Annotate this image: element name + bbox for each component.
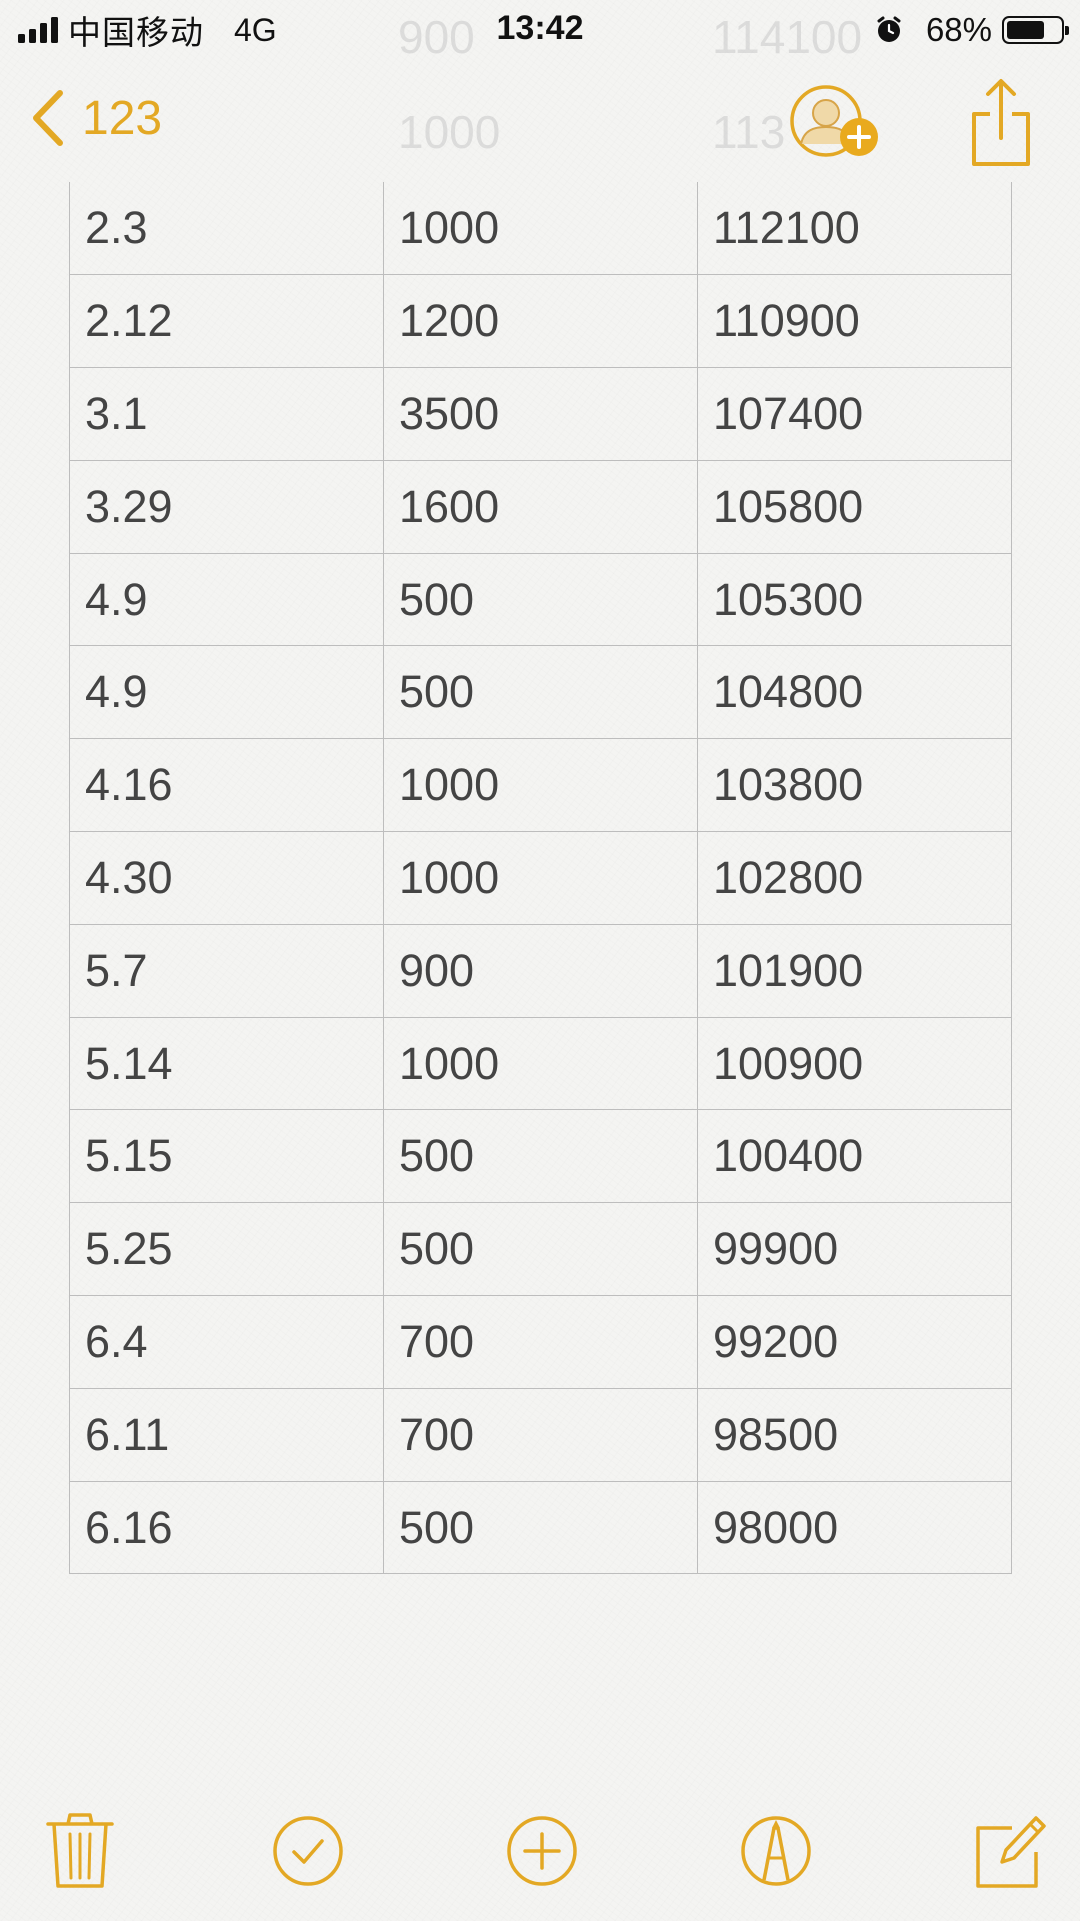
table-cell[interactable]: 3500 xyxy=(383,367,698,461)
alarm-icon xyxy=(877,16,901,42)
table-row: 5.7 900 101900 xyxy=(69,923,1012,1018)
note-table: 2.3 1000 112100 2.12 1200 110900 3.1 3500 107400… xyxy=(69,182,1012,1575)
status-bar: 中国移动 4G 13:42 68% xyxy=(0,0,1080,58)
table-cell[interactable]: 105800 xyxy=(697,459,1012,554)
battery-percent: 68% xyxy=(925,11,992,48)
table-cell[interactable]: 100900 xyxy=(697,1016,1012,1111)
status-left: 中国移动 4G xyxy=(18,8,277,52)
table-cell[interactable]: 2.12 xyxy=(69,274,384,369)
table-row: 4.30 1000 102800 xyxy=(69,831,1012,925)
table-cell[interactable]: 5.7 xyxy=(69,923,384,1018)
ghost-cell: 114100 xyxy=(712,11,863,63)
bottom-toolbar xyxy=(0,1810,1080,1900)
table-row: 2.12 1200 110900 xyxy=(69,274,1012,369)
ghost-cell: 113 xyxy=(712,106,786,158)
table-cell[interactable]: 700 xyxy=(383,1387,698,1482)
table-cell[interactable]: 500 xyxy=(383,1202,698,1297)
table-cell[interactable]: 1200 xyxy=(383,274,698,369)
table-cell[interactable]: 102800 xyxy=(697,831,1012,925)
table-cell[interactable]: 98000 xyxy=(697,1480,1012,1575)
table-cell[interactable]: 3.29 xyxy=(69,459,384,554)
status-time: 13:42 xyxy=(496,9,584,47)
network-label: 4G xyxy=(234,11,277,48)
add-person-icon[interactable] xyxy=(788,82,884,168)
table-row: 6.4 700 99200 xyxy=(69,1295,1012,1389)
table-cell[interactable]: 1600 xyxy=(383,459,698,554)
battery-icon xyxy=(1002,16,1069,44)
ghost-cell: 1000 xyxy=(398,106,501,158)
table-cell[interactable]: 6.4 xyxy=(69,1295,384,1389)
table-cell[interactable]: 6.11 xyxy=(69,1387,384,1482)
table-row: 5.25 500 99900 xyxy=(69,1202,1012,1297)
table-cell[interactable]: 500 xyxy=(383,1480,698,1575)
table-cell[interactable]: 4.9 xyxy=(69,552,384,647)
signal-icon xyxy=(18,17,58,43)
table-cell[interactable]: 500 xyxy=(383,552,698,647)
table-cell[interactable]: 700 xyxy=(383,1295,698,1389)
table-cell[interactable]: 100400 xyxy=(697,1109,1012,1204)
table-cell[interactable]: 1000 xyxy=(383,182,698,276)
table-cell[interactable]: 500 xyxy=(383,645,698,740)
checklist-icon[interactable] xyxy=(270,1810,346,1890)
table-row: 2.3 1000 112100 xyxy=(69,182,1012,276)
table-row: 6.11 700 98500 xyxy=(69,1387,1012,1482)
table-cell[interactable]: 5.14 xyxy=(69,1016,384,1111)
table-cell[interactable]: 500 xyxy=(383,1109,698,1204)
ghost-cell: 900 xyxy=(398,11,475,63)
table-cell[interactable]: 98500 xyxy=(697,1387,1012,1482)
table-cell[interactable]: 103800 xyxy=(697,738,1012,833)
back-label: 123 xyxy=(82,91,163,145)
table-cell[interactable]: 4.16 xyxy=(69,738,384,833)
table-cell[interactable]: 1000 xyxy=(383,738,698,833)
table-cell[interactable]: 2.3 xyxy=(69,182,384,276)
navigation-bar: 123 xyxy=(0,58,1080,182)
table-row: 6.16 500 98000 xyxy=(69,1480,1012,1575)
table-cell[interactable]: 3.1 xyxy=(69,367,384,461)
table-row: 5.14 1000 100900 xyxy=(69,1016,1012,1111)
share-icon[interactable] xyxy=(970,76,1032,168)
table-cell[interactable]: 112100 xyxy=(697,182,1012,276)
carrier-label: 中国移动 xyxy=(68,14,204,51)
status-right: 68% xyxy=(874,8,1069,52)
compose-icon[interactable] xyxy=(972,1810,1048,1890)
back-button[interactable]: 123 xyxy=(28,86,162,150)
table-cell[interactable]: 4.9 xyxy=(69,645,384,740)
add-icon[interactable] xyxy=(504,1810,580,1890)
back-chevron-icon xyxy=(33,90,63,146)
table-cell[interactable]: 6.16 xyxy=(69,1480,384,1575)
table-body: 2.3 1000 112100 2.12 1200 110900 3.1 3500 107400… xyxy=(69,182,1012,1575)
table-cell[interactable]: 107400 xyxy=(697,367,1012,461)
table-cell[interactable]: 110900 xyxy=(697,274,1012,369)
table-cell[interactable]: 4.30 xyxy=(69,831,384,925)
trash-icon[interactable] xyxy=(42,1810,118,1890)
table-cell[interactable]: 101900 xyxy=(697,923,1012,1018)
table-cell[interactable]: 104800 xyxy=(697,645,1012,740)
table-cell[interactable]: 105300 xyxy=(697,552,1012,647)
table-row: 4.9 500 105300 xyxy=(69,552,1012,647)
table-row: 4.9 500 104800 xyxy=(69,645,1012,740)
table-cell[interactable]: 99900 xyxy=(697,1202,1012,1297)
table-row: 3.29 1600 105800 xyxy=(69,459,1012,554)
table-row: 3.1 3500 107400 xyxy=(69,367,1012,461)
table-cell[interactable]: 1000 xyxy=(383,831,698,925)
table-cell[interactable]: 99200 xyxy=(697,1295,1012,1389)
table-cell[interactable]: 1000 xyxy=(383,1016,698,1111)
sketch-icon[interactable] xyxy=(738,1810,814,1890)
table-cell[interactable]: 5.15 xyxy=(69,1109,384,1204)
table-row: 4.16 1000 103800 xyxy=(69,738,1012,833)
table-cell[interactable]: 900 xyxy=(383,923,698,1018)
table-row: 5.15 500 100400 xyxy=(69,1109,1012,1204)
table-cell[interactable]: 5.25 xyxy=(69,1202,384,1297)
battery-fill xyxy=(1007,21,1045,39)
